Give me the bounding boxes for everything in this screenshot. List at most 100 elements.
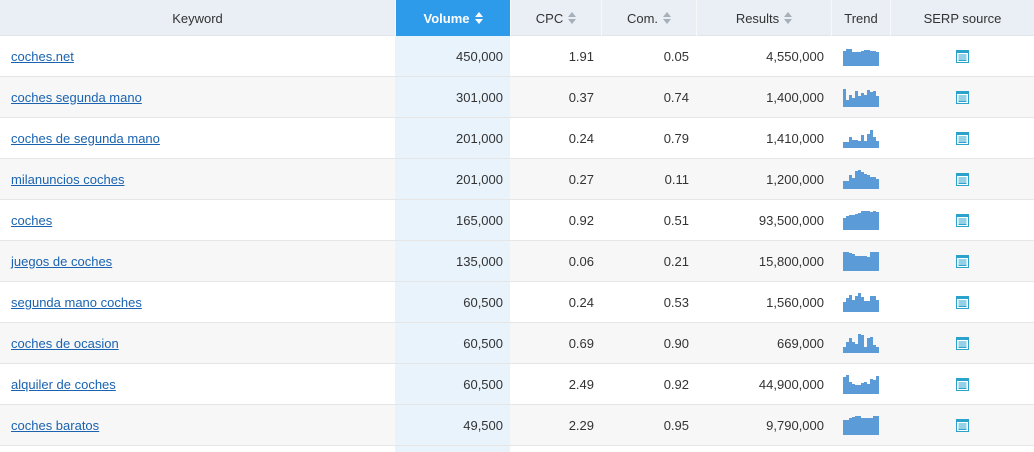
trend-bar bbox=[876, 141, 879, 148]
competition-cell-value: 0.95 bbox=[663, 417, 689, 433]
trend-bar bbox=[846, 298, 849, 312]
trend-bar bbox=[858, 96, 861, 107]
serp-cell bbox=[890, 405, 1034, 445]
trend-bar bbox=[870, 379, 873, 394]
results-cell: 1,410,000 bbox=[696, 118, 831, 158]
header-trend: Trend bbox=[831, 0, 890, 36]
serp-document-icon[interactable] bbox=[955, 131, 969, 145]
trend-bar bbox=[861, 51, 864, 66]
keyword-cell: coches de segunda mano bbox=[0, 118, 395, 158]
trend-bar bbox=[849, 215, 852, 230]
table-row: coches de ocasion 60,500 0.69 0.90 669,000 bbox=[0, 323, 1034, 364]
serp-document-icon[interactable] bbox=[955, 418, 969, 432]
competition-cell: 0.11 bbox=[601, 159, 696, 199]
keyword-cell: alquiler de coches bbox=[0, 364, 395, 404]
trend-bar bbox=[873, 91, 876, 107]
trend-bar bbox=[843, 89, 846, 107]
serp-document-icon[interactable] bbox=[955, 336, 969, 350]
results-cell-value: 15,800,000 bbox=[758, 253, 824, 269]
serp-document-icon[interactable] bbox=[955, 295, 969, 309]
header-volume-label: Volume bbox=[423, 10, 470, 26]
header-results-label: Results bbox=[735, 10, 780, 26]
trend-bar bbox=[849, 137, 852, 148]
trend-bar bbox=[852, 384, 855, 394]
trend-bar bbox=[855, 52, 858, 66]
trend-bar bbox=[867, 211, 870, 230]
trend-bar bbox=[867, 418, 870, 435]
competition-cell-value: 0.51 bbox=[663, 212, 689, 228]
trend-bar bbox=[873, 416, 876, 435]
sort-updown-icon[interactable] bbox=[663, 12, 672, 24]
competition-cell: 0.53 bbox=[601, 282, 696, 322]
keyword-link[interactable]: alquiler de coches bbox=[11, 376, 116, 392]
trend-bar bbox=[867, 175, 870, 189]
cpc-cell: 0.27 bbox=[510, 159, 601, 199]
sort-updown-icon[interactable] bbox=[784, 12, 793, 24]
serp-document-icon[interactable] bbox=[955, 90, 969, 104]
trend-bar bbox=[867, 384, 870, 394]
keyword-link[interactable]: coches segunda mano bbox=[11, 89, 142, 105]
header-results[interactable]: Results bbox=[696, 0, 831, 36]
competition-cell-value: 0.92 bbox=[663, 376, 689, 392]
trend-bar bbox=[855, 214, 858, 230]
keyword-cell: segunda mano coches bbox=[0, 282, 395, 322]
trend-bar bbox=[864, 301, 867, 312]
volume-cell: 201,000 bbox=[395, 159, 510, 199]
table-row: coches.net 450,000 1.91 0.05 4,550,000 bbox=[0, 36, 1034, 77]
trend-sparkline bbox=[843, 334, 879, 353]
trend-bar bbox=[861, 93, 864, 107]
serp-document-icon[interactable] bbox=[955, 377, 969, 391]
competition-cell: 0.90 bbox=[601, 323, 696, 363]
trend-bar bbox=[864, 256, 867, 271]
trend-bar bbox=[873, 51, 876, 66]
keyword-link[interactable]: coches.net bbox=[11, 48, 74, 64]
header-volume[interactable]: Volume bbox=[395, 0, 510, 36]
serp-cell bbox=[890, 323, 1034, 363]
trend-bar bbox=[855, 416, 858, 435]
competition-cell-value: 0.74 bbox=[663, 89, 689, 105]
serp-document-icon[interactable] bbox=[955, 172, 969, 186]
volume-cell-value: 165,000 bbox=[456, 212, 503, 228]
keyword-cell: juegos de coches bbox=[0, 241, 395, 281]
serp-document-icon[interactable] bbox=[955, 213, 969, 227]
sort-updown-icon[interactable] bbox=[568, 12, 577, 24]
header-com-label: Com. bbox=[626, 10, 659, 26]
cpc-cell: 0.37 bbox=[510, 77, 601, 117]
serp-document-icon[interactable] bbox=[955, 49, 969, 63]
keyword-cell: milanuncios coches bbox=[0, 159, 395, 199]
keyword-link[interactable]: coches de segunda mano bbox=[11, 130, 160, 146]
volume-cell: 60,500 bbox=[395, 323, 510, 363]
trend-bar bbox=[843, 252, 846, 271]
cpc-cell: 0.24 bbox=[510, 118, 601, 158]
keyword-link[interactable]: coches bbox=[11, 212, 53, 228]
competition-cell: 0.92 bbox=[601, 364, 696, 404]
results-cell: 669,000 bbox=[696, 323, 831, 363]
competition-cell: 0.05 bbox=[601, 36, 696, 76]
keyword-cell: coches segunda mano bbox=[0, 77, 395, 117]
serp-cell bbox=[890, 282, 1034, 322]
trend-bar bbox=[843, 302, 846, 312]
header-com[interactable]: Com. bbox=[601, 0, 696, 36]
results-cell: 1,560,000 bbox=[696, 282, 831, 322]
header-cpc[interactable]: CPC bbox=[510, 0, 601, 36]
cpc-cell: 1.91 bbox=[510, 36, 601, 76]
trend-bar bbox=[852, 342, 855, 353]
serp-document-icon[interactable] bbox=[955, 254, 969, 268]
trend-bar bbox=[858, 293, 861, 312]
trend-bar bbox=[843, 420, 846, 435]
keyword-link[interactable]: coches de ocasion bbox=[11, 335, 119, 351]
keyword-link[interactable]: juegos de coches bbox=[11, 253, 113, 269]
competition-cell-value: 0.53 bbox=[663, 294, 689, 310]
trend-sparkline bbox=[843, 293, 879, 312]
keyword-link[interactable]: coches baratos bbox=[11, 417, 100, 433]
sort-updown-icon[interactable] bbox=[474, 12, 483, 24]
header-keyword: Keyword bbox=[0, 0, 395, 36]
trend-bar bbox=[870, 212, 873, 230]
keyword-link[interactable]: segunda mano coches bbox=[11, 294, 142, 310]
trend-bar bbox=[864, 211, 867, 230]
keyword-link[interactable]: milanuncios coches bbox=[11, 171, 125, 187]
competition-cell-value: 0.21 bbox=[663, 253, 689, 269]
trend-bar bbox=[858, 52, 861, 66]
trend-bar bbox=[864, 95, 867, 107]
